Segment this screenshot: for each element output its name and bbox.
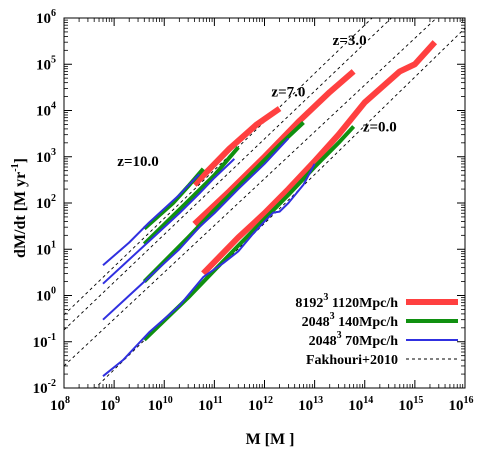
series-line: [142, 125, 356, 342]
series-line: [64, 18, 392, 331]
x-tick-label: 1015: [398, 395, 423, 414]
x-tick-label: 1013: [298, 395, 323, 414]
y-tick-label: 104: [36, 101, 56, 120]
legend-label: 20483 140Mpc/h: [302, 311, 399, 330]
redshift-annotations: z=10.0 z=7.0 z=3.0 z=0.0: [117, 33, 397, 170]
x-tick-label: 1011: [198, 395, 222, 414]
y-tick-label: 102: [36, 193, 56, 212]
x-tick-label: 1016: [449, 395, 474, 414]
redshift-label: z=0.0: [363, 120, 397, 136]
y-tick-label: 105: [36, 54, 56, 73]
series-line: [102, 158, 236, 285]
legend-entry: 81923 1120Mpc/h: [295, 292, 458, 311]
y-tick-label: 103: [36, 147, 56, 166]
legend-entry: 20483 140Mpc/h: [302, 311, 458, 330]
x-tick-label: 1010: [148, 395, 173, 414]
redshift-label: z=10.0: [117, 154, 158, 170]
y-tick-label: 100: [36, 286, 56, 305]
series-layer: [64, 18, 465, 388]
axis-ticks: [63, 17, 466, 389]
series-line: [102, 163, 316, 377]
redshift-label: z=7.0: [271, 85, 305, 101]
y-axis-title: dM/dt [M yr-1]: [10, 158, 29, 258]
x-tick-label: 1012: [248, 395, 273, 414]
y-tick-label: 10-1: [33, 332, 56, 351]
series-line: [142, 121, 305, 283]
series-line: [201, 40, 438, 276]
y-axis-title-close: ]: [12, 158, 29, 163]
y-tick-label: 10-2: [33, 378, 56, 397]
series-line: [192, 106, 282, 187]
legend-entry: Fakhouri+2010: [306, 353, 458, 368]
legend-label: 20483 70Mpc/h: [309, 330, 399, 349]
series-line: [102, 137, 290, 321]
series-clip-group: [64, 18, 465, 388]
plot-frame: [63, 17, 466, 389]
y-axis-title-main: dM/dt [M yr: [12, 172, 29, 258]
legend-label: 81923 1120Mpc/h: [295, 292, 398, 311]
legend-entry: 20483 70Mpc/h: [309, 330, 458, 349]
x-axis-title: M [M ]: [246, 431, 295, 448]
x-tick-label: 1014: [348, 395, 373, 414]
redshift-label: z=3.0: [333, 33, 367, 49]
series-line: [64, 18, 373, 316]
legend-label: Fakhouri+2010: [306, 353, 398, 368]
x-tick-label: 108: [50, 395, 70, 414]
y-axis-title-exp: -1: [10, 163, 21, 171]
series-line: [192, 69, 356, 227]
tick-labels: 108 109 1010 1011 1012 1013 1014 1015 1016 10-2 10…: [33, 8, 474, 414]
y-tick-label: 101: [36, 239, 56, 258]
series-line: [102, 173, 201, 267]
y-tick-label: 106: [36, 8, 56, 27]
series-line: [142, 146, 240, 246]
x-tick-label: 109: [100, 395, 120, 414]
series-line: [64, 18, 437, 367]
